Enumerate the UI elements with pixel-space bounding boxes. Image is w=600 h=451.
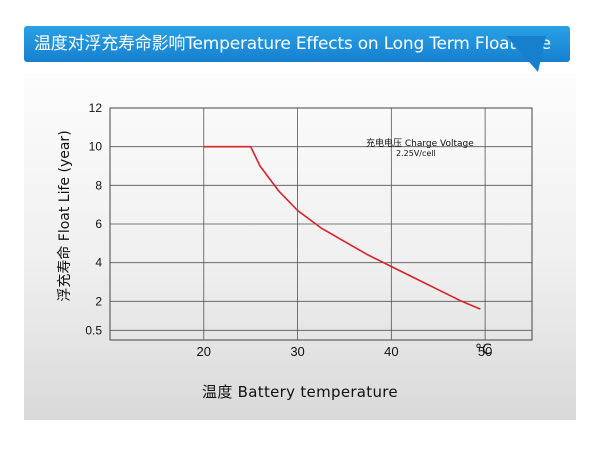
y-tick-label: 0.5 <box>85 323 102 337</box>
x-axis-title: 温度 Battery temperature <box>202 383 398 401</box>
x-tick-label: 50 <box>478 344 492 359</box>
charge-voltage-value: 2.25V/cell <box>396 149 436 158</box>
page-title: 温度对浮充寿命影响Temperature Effects on Long Ter… <box>34 34 551 54</box>
y-tick-label: 2 <box>95 294 102 308</box>
x-tick-label: 30 <box>290 344 304 359</box>
float-life-line <box>203 145 481 310</box>
x-tick-label: 20 <box>197 344 211 359</box>
y-tick-label: 12 <box>89 101 103 115</box>
y-axis-title: 浮充寿命 Float Life (year) <box>57 130 73 302</box>
y-tick-label: 10 <box>89 140 103 154</box>
y-tick-label: 8 <box>95 178 102 192</box>
y-tick-label: 4 <box>95 256 102 270</box>
title-banner: 温度对浮充寿命影响Temperature Effects on Long Ter… <box>24 26 570 62</box>
x-axis-unit: °C <box>475 342 492 358</box>
float-life-curve <box>203 145 481 310</box>
x-tick-label: 40 <box>384 344 398 359</box>
y-tick-label: 6 <box>95 217 102 231</box>
chart-panel <box>24 78 576 420</box>
charge-voltage-label: 充电电压 Charge Voltage <box>366 139 474 149</box>
banner-pointer <box>506 36 546 72</box>
